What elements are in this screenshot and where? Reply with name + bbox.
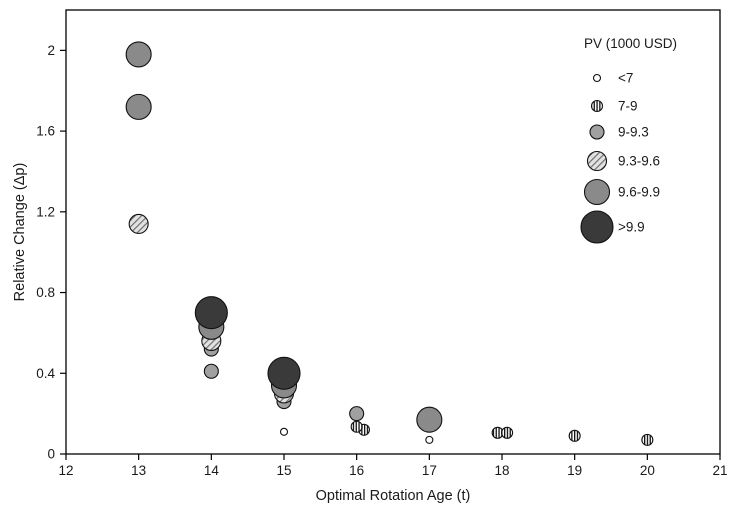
- legend-marker: [589, 124, 605, 140]
- y-axis: 0 0.4 0.8 1.2 1.6 2: [36, 43, 66, 462]
- plot-frame: [65, 9, 721, 455]
- legend-label: 9.6-9.9: [618, 185, 660, 200]
- y-tick-label: 1.6: [36, 124, 55, 139]
- legend-label: 9.3-9.6: [618, 154, 660, 169]
- x-tick-label: 13: [131, 463, 146, 478]
- x-tick-label: 12: [58, 463, 73, 478]
- x-tick-label: 15: [276, 463, 291, 478]
- x-tick-label: 17: [422, 463, 437, 478]
- x-axis-title: Optimal Rotation Age (t): [316, 488, 471, 504]
- y-tick-label: 1.2: [36, 204, 55, 219]
- data-point: [425, 435, 434, 444]
- legend-marker: [583, 178, 611, 206]
- y-axis-title: Relative Change (Δp): [12, 163, 28, 302]
- legend-marker: [590, 99, 604, 113]
- data-point: [350, 420, 363, 433]
- data-point: [279, 427, 289, 436]
- data-point: [125, 41, 152, 68]
- x-tick-label: 19: [567, 463, 582, 478]
- legend: PV (1000 USD) <7 7-9 9-9.3 9.3-9.6 9.6-9.9 >9.…: [580, 36, 677, 244]
- y-tick-label: 2: [47, 43, 55, 58]
- x-axis: 12 13 14 15 16 17 18 19 20 21: [58, 454, 728, 478]
- data-point: [128, 213, 149, 234]
- data-point: [501, 426, 514, 439]
- y-tick-label: 0.4: [36, 366, 55, 381]
- y-tick-label: 0: [47, 447, 55, 462]
- data-point: [349, 406, 365, 422]
- legend-marker: [580, 210, 614, 244]
- legend-marker: [586, 150, 608, 172]
- data-point: [416, 406, 443, 433]
- data-point: [568, 429, 581, 442]
- y-tick-label: 0.8: [36, 285, 55, 300]
- x-tick-label: 21: [712, 463, 727, 478]
- x-tick-label: 18: [494, 463, 509, 478]
- x-tick-label: 20: [640, 463, 655, 478]
- legend-label: 9-9.3: [618, 125, 649, 140]
- x-tick-label: 16: [349, 463, 364, 478]
- data-point: [203, 363, 219, 379]
- legend-label: <7: [618, 71, 633, 86]
- data-point: [194, 296, 228, 330]
- data-point: [125, 93, 152, 120]
- data-points: [125, 41, 654, 446]
- legend-label: >9.9: [618, 220, 645, 235]
- legend-marker: [592, 73, 602, 83]
- data-point: [641, 433, 654, 446]
- x-tick-label: 14: [204, 463, 220, 478]
- legend-title: PV (1000 USD): [584, 36, 677, 51]
- data-point: [267, 356, 301, 390]
- legend-label: 7-9: [618, 99, 638, 114]
